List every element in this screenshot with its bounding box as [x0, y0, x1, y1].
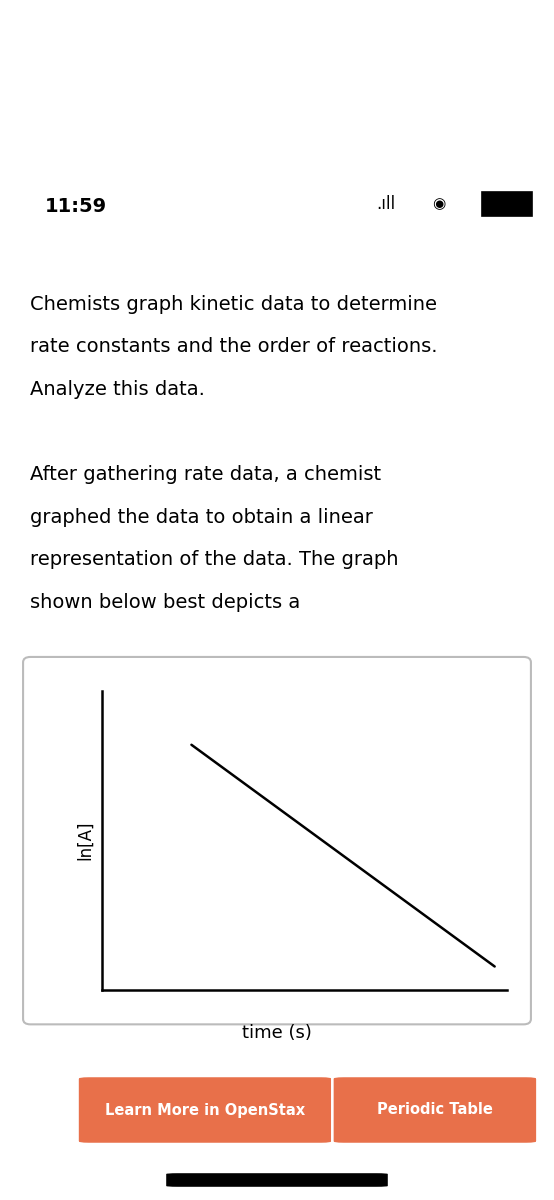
FancyBboxPatch shape: [166, 1174, 388, 1187]
Text: Submit: Submit: [457, 245, 526, 264]
Text: shown below best depicts a: shown below best depicts a: [30, 593, 301, 612]
Text: time (s): time (s): [242, 1025, 312, 1043]
Text: graphed the data to obtain a linear: graphed the data to obtain a linear: [30, 508, 373, 527]
Text: Question 13.a of 13: Question 13.a of 13: [181, 245, 373, 264]
Text: representation of the data. The graph: representation of the data. The graph: [30, 550, 399, 569]
Text: .ıll: .ıll: [377, 194, 396, 214]
FancyBboxPatch shape: [482, 192, 532, 216]
FancyBboxPatch shape: [78, 1076, 332, 1144]
Text: After gathering rate data, a chemist: After gathering rate data, a chemist: [30, 466, 382, 484]
Text: Chemists graph kinetic data to determine: Chemists graph kinetic data to determine: [30, 295, 438, 314]
Text: ◉: ◉: [432, 197, 445, 211]
Text: rate constants and the order of reactions.: rate constants and the order of reaction…: [30, 337, 438, 356]
Text: 11:59: 11:59: [44, 197, 106, 216]
Text: Analyze this data.: Analyze this data.: [30, 380, 206, 398]
Text: Periodic Table: Periodic Table: [377, 1103, 493, 1117]
Y-axis label: ln[A]: ln[A]: [76, 821, 94, 860]
Text: ∨: ∨: [30, 1108, 48, 1128]
FancyBboxPatch shape: [332, 1076, 537, 1144]
Text: ∨: ∨: [30, 1082, 48, 1102]
FancyBboxPatch shape: [23, 656, 531, 1025]
Text: <: <: [28, 240, 51, 268]
Text: Learn More in OpenStax: Learn More in OpenStax: [105, 1103, 305, 1117]
